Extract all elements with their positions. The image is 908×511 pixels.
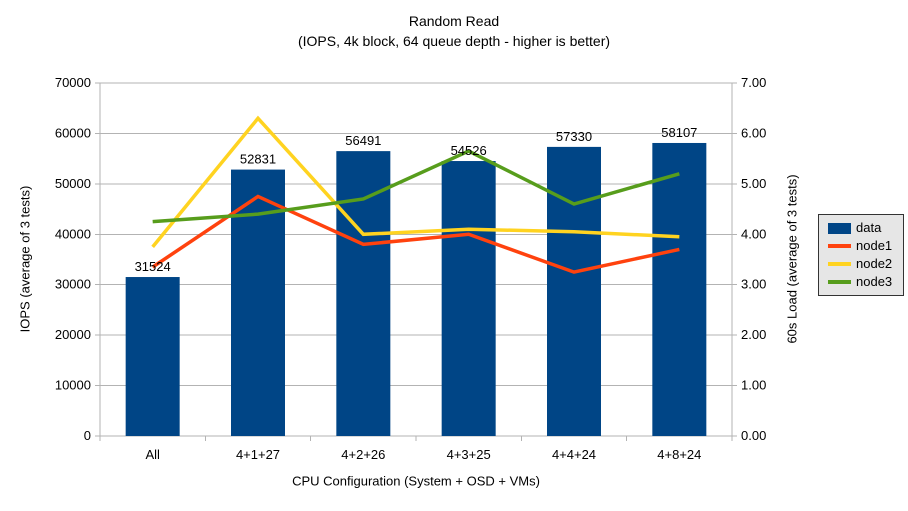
- y-tick-label-left: 10000: [55, 378, 91, 393]
- x-category-label: 4+3+25: [447, 447, 491, 462]
- y-tick-label-right: 1.00: [741, 378, 766, 393]
- bar-value-label: 56491: [345, 133, 381, 148]
- bar-4+4+24: [547, 146, 601, 436]
- x-category-label: 4+8+24: [657, 447, 701, 462]
- x-category-label: 4+2+26: [341, 447, 385, 462]
- legend-swatch-node1: [828, 244, 851, 248]
- y-tick-label-left: 30000: [55, 277, 91, 292]
- bar-4+2+26: [336, 151, 391, 436]
- legend-swatch-node3: [828, 280, 851, 284]
- y-tick-label-right: 3.00: [741, 277, 766, 292]
- legend-label-node1: node1: [856, 238, 893, 253]
- y-tick-label-left: 20000: [55, 327, 91, 342]
- bar-value-label: 58107: [661, 125, 697, 140]
- line-node2: [151, 115, 680, 249]
- left-axis-title: IOPS (average of 3 tests): [17, 185, 33, 333]
- legend-label-data: data: [856, 220, 882, 235]
- chart-title: Random Read: [408, 13, 500, 29]
- legend-label-node2: node2: [856, 256, 893, 271]
- y-tick-label-right: 6.00: [741, 125, 766, 140]
- legend-item-node3: node3: [819, 273, 903, 291]
- bar-4+3+25: [441, 161, 496, 436]
- y-tick-label-right: 2.00: [741, 327, 766, 342]
- legend-swatch-node2: [828, 262, 851, 266]
- bar-value-label: 54526: [451, 143, 487, 158]
- legend-swatch-data: [828, 222, 851, 234]
- legend-item-data: data: [819, 219, 903, 237]
- bar-4+8+24: [652, 142, 707, 436]
- legend-item-node1: node1: [819, 237, 903, 255]
- y-tick-label-left: 70000: [55, 75, 91, 90]
- line-node1: [151, 194, 680, 274]
- bar-value-label: 52831: [240, 152, 276, 167]
- x-category-label: 4+1+27: [236, 447, 280, 462]
- bar-value-label: 57330: [556, 129, 592, 144]
- right-axis-title: 60s Load (average of 3 tests): [784, 174, 800, 344]
- y-tick-label-left: 40000: [55, 226, 91, 241]
- chart-subtitle: (IOPS, 4k block, 64 queue depth - higher…: [297, 33, 611, 49]
- legend-label-node3: node3: [856, 274, 893, 289]
- y-tick-label-left: 60000: [55, 125, 91, 140]
- y-tick-label-right: 4.00: [741, 226, 766, 241]
- y-tick-label-left: 50000: [55, 176, 91, 191]
- y-tick-label-left: 0: [84, 428, 91, 443]
- x-axis-title: CPU Configuration (System + OSD + VMs): [292, 473, 540, 489]
- x-category-label: 4+4+24: [552, 447, 596, 462]
- bar-value-label: 31524: [135, 259, 171, 274]
- y-tick-label-right: 7.00: [741, 75, 766, 90]
- y-tick-label-right: 5.00: [741, 176, 766, 191]
- y-tick-label-right: 0.00: [741, 428, 766, 443]
- legend: data node1 node2 node3: [818, 214, 904, 296]
- line-node3: [152, 149, 680, 224]
- bar-All: [125, 277, 180, 436]
- x-category-label: All: [145, 447, 160, 462]
- legend-item-node2: node2: [819, 255, 903, 273]
